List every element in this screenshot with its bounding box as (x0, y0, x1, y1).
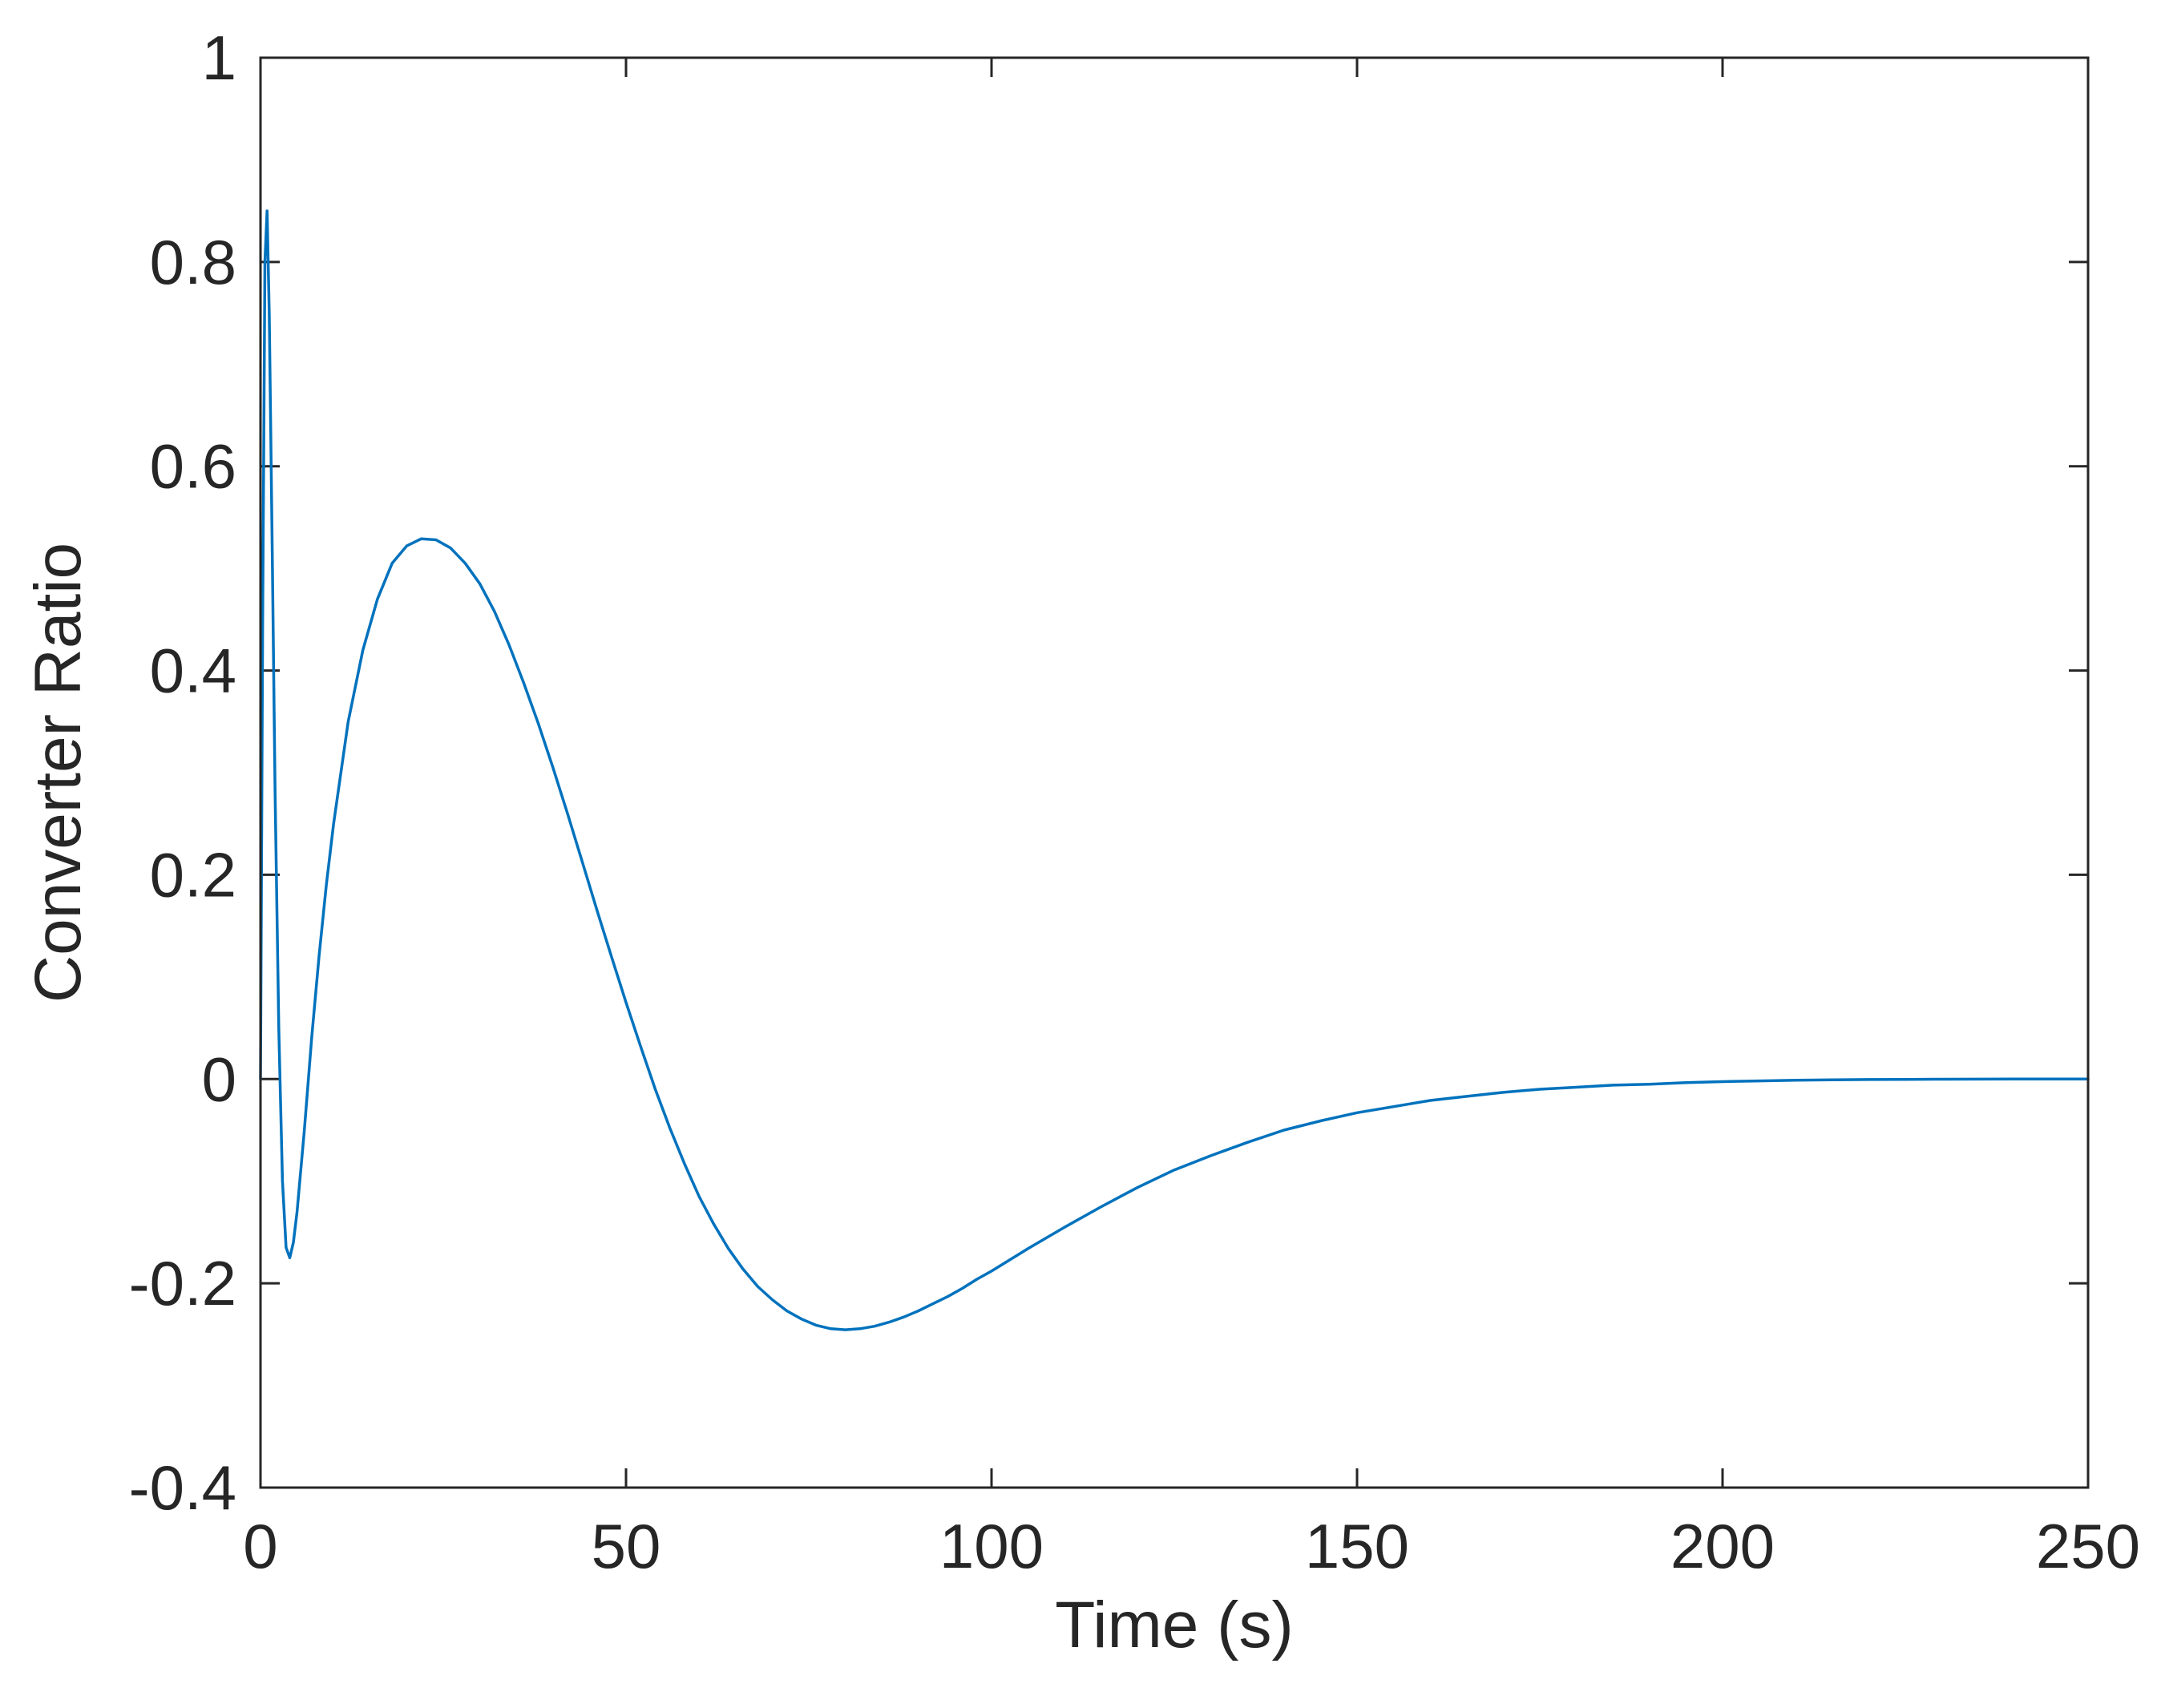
y-tick-label: 0.2 (150, 839, 236, 910)
x-tick-label: 100 (939, 1511, 1044, 1581)
y-tick-label: 0.4 (150, 636, 236, 706)
x-tick-label: 150 (1305, 1511, 1409, 1581)
x-tick-label: 0 (243, 1511, 277, 1581)
axes-box (259, 56, 2090, 1489)
y-tick-label: 1 (202, 22, 236, 93)
y-tick-label: -0.4 (129, 1452, 236, 1523)
series-layer (259, 209, 2090, 1331)
x-tick-labels: 0 50 100 150 200 250 (243, 1511, 2140, 1581)
y-tick-labels: -0.4 -0.2 0 0.2 0.4 0.6 0.8 1 (129, 22, 236, 1523)
y-tick-label: -0.2 (129, 1248, 236, 1318)
plot-background (261, 58, 2088, 1488)
x-tick-label: 200 (1670, 1511, 1775, 1581)
x-axis-label: Time (s) (1055, 1589, 1294, 1662)
y-tick-label: 0.6 (150, 431, 236, 502)
y-axis-label: Converter Ratio (22, 543, 95, 1003)
series-line (259, 209, 2090, 1331)
y-tick-label: 0 (202, 1044, 236, 1114)
x-tick-label: 50 (592, 1511, 661, 1581)
y-tick-label: 0.8 (150, 227, 236, 297)
x-tick-label: 250 (2036, 1511, 2140, 1581)
